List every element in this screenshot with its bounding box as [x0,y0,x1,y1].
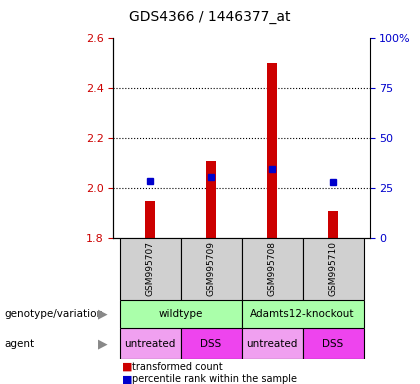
Text: DSS: DSS [323,339,344,349]
Bar [241,238,302,300]
Text: GSM995709: GSM995709 [207,241,215,296]
Bar [267,63,278,238]
Text: wildtype: wildtype [158,309,203,319]
Bar [205,161,216,238]
Text: GSM995710: GSM995710 [328,241,338,296]
Bar [241,300,363,328]
Bar [328,211,339,238]
Bar [120,300,242,328]
Bar [144,200,155,238]
Text: agent: agent [4,339,34,349]
Bar [120,238,181,300]
Bar [181,328,241,359]
Text: ▶: ▶ [98,308,108,320]
Bar [241,328,302,359]
Text: GSM995708: GSM995708 [268,241,276,296]
Text: DSS: DSS [200,339,222,349]
Text: ■: ■ [122,374,132,384]
Text: ▶: ▶ [98,337,108,350]
Text: transformed count: transformed count [132,362,223,372]
Text: genotype/variation: genotype/variation [4,309,103,319]
Text: Adamts12-knockout: Adamts12-knockout [250,309,355,319]
Text: GDS4366 / 1446377_at: GDS4366 / 1446377_at [129,10,291,23]
Bar [302,328,363,359]
Text: untreated: untreated [246,339,298,349]
Bar [120,328,181,359]
Bar [302,238,363,300]
Bar [181,238,241,300]
Text: percentile rank within the sample: percentile rank within the sample [132,374,297,384]
Text: ■: ■ [122,362,132,372]
Text: GSM995707: GSM995707 [145,241,155,296]
Text: untreated: untreated [124,339,176,349]
